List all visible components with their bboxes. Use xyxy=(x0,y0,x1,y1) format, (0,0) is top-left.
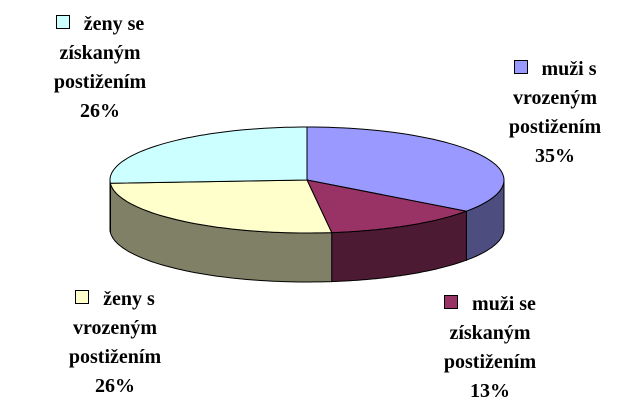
label-name: ženy s vrozeným postižením xyxy=(68,288,162,368)
label-value: 26% xyxy=(95,375,135,397)
label-name: ženy se získaným postižením xyxy=(53,13,147,93)
slice xyxy=(306,179,467,234)
data-label: muži se získaným postižením 13% xyxy=(415,290,565,405)
label-value: 35% xyxy=(535,145,575,167)
legend-marker xyxy=(513,60,528,74)
slice xyxy=(306,126,505,212)
legend-marker xyxy=(55,15,70,29)
legend-marker xyxy=(75,290,90,304)
data-label: ženy se získaným postižením 26% xyxy=(25,10,175,126)
data-label: muži s vrozeným postižením 35% xyxy=(480,55,630,171)
slice xyxy=(109,179,333,234)
label-value: 26% xyxy=(80,100,120,122)
slice xyxy=(109,126,308,184)
label-name: muži s vrozeným postižením xyxy=(508,58,602,138)
legend-marker xyxy=(444,295,459,309)
data-label: ženy s vrozeným postižením 26% xyxy=(40,285,190,401)
label-value: 13% xyxy=(470,380,510,402)
label-name: muži se získaným postižením xyxy=(443,293,537,373)
